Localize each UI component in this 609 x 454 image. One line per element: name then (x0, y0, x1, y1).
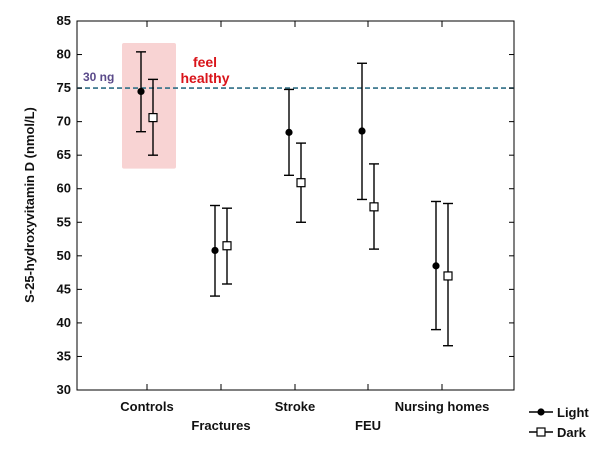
y-tick-label: 65 (57, 147, 71, 162)
x-category-label: FEU (355, 418, 381, 433)
x-category-label: Controls (120, 399, 173, 414)
x-category-label: Nursing homes (395, 399, 490, 414)
y-tick-label: 40 (57, 315, 71, 330)
y-tick-label: 55 (57, 214, 71, 229)
y-tick-label: 45 (57, 281, 71, 296)
legend-marker-light (537, 408, 545, 416)
annotation-text: healthy (180, 70, 229, 86)
y-tick-label: 75 (57, 80, 71, 95)
y-axis-title: S-25-hydroxyvitamin D (nmol/L) (22, 107, 37, 303)
y-tick-label: 50 (57, 248, 71, 263)
y-tick-label: 30 (57, 382, 71, 397)
data-point-dark (148, 113, 158, 123)
y-tick-label: 35 (57, 348, 71, 363)
data-point-light (432, 262, 440, 270)
legend-label: Dark (557, 425, 587, 440)
data-point-light (137, 87, 145, 96)
legend-label: Light (557, 405, 589, 420)
data-point-dark (296, 178, 306, 188)
y-tick-label: 80 (57, 47, 71, 62)
x-category-label: Fractures (191, 418, 250, 433)
legend-marker-dark (536, 427, 546, 437)
data-point-dark (443, 271, 453, 281)
annotation-text: feel (193, 54, 217, 70)
y-tick-label: 85 (57, 13, 71, 28)
reference-line-label: 30 ng (83, 70, 114, 84)
y-tick-label: 70 (57, 114, 71, 129)
highlight-box (122, 43, 176, 169)
data-point-dark (369, 202, 379, 212)
data-point-light (285, 128, 293, 136)
data-point-light (358, 127, 366, 135)
y-tick-label: 60 (57, 181, 71, 196)
x-category-label: Stroke (275, 399, 315, 414)
data-point-dark (222, 241, 232, 251)
data-point-light (211, 246, 219, 255)
